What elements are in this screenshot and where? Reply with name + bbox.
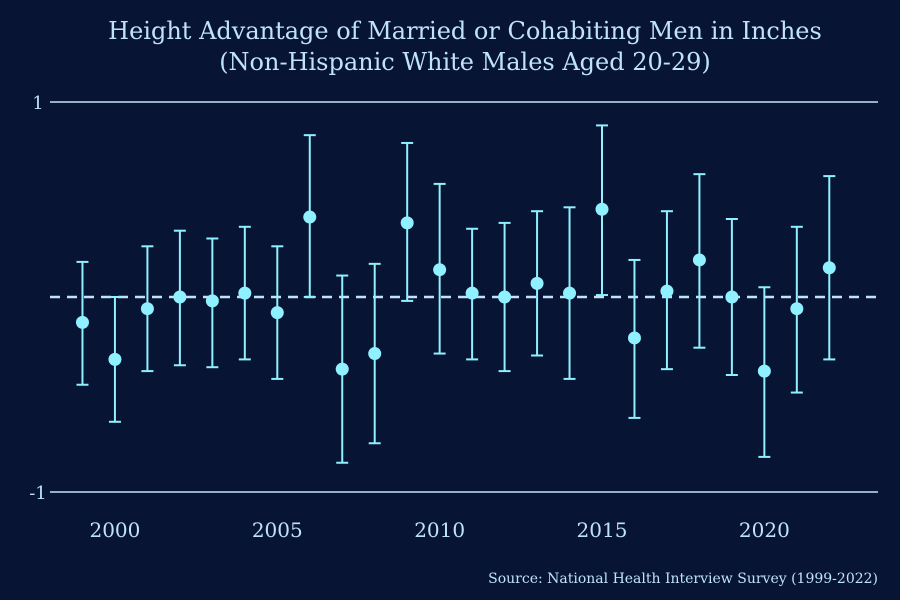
x-tick-label: 2020 <box>739 518 790 542</box>
point-marker <box>400 216 414 230</box>
x-tick-label: 2000 <box>89 518 140 542</box>
data-point-2007 <box>335 274 349 464</box>
point-marker <box>595 202 609 216</box>
x-tick-label: 2010 <box>414 518 465 542</box>
point-marker <box>725 290 739 304</box>
point-marker <box>368 347 382 361</box>
data-point-2015 <box>595 124 609 297</box>
point-marker <box>433 263 447 277</box>
x-axis-ticks: 2000 2005 2010 2015 2020 <box>89 518 789 542</box>
point-marker <box>173 290 187 304</box>
point-marker <box>692 253 706 267</box>
data-point-2010 <box>433 182 447 355</box>
point-marker <box>790 302 804 316</box>
chart-title-line-2: (Non-Hispanic White Males Aged 20-29) <box>219 48 711 76</box>
point-marker <box>205 294 219 308</box>
point-marker <box>465 286 479 300</box>
point-marker <box>498 290 512 304</box>
data-point-2016 <box>627 258 641 419</box>
point-marker <box>75 315 89 329</box>
point-marker <box>335 362 349 376</box>
point-marker <box>757 364 771 378</box>
data-point-2022 <box>822 175 836 361</box>
data-point-2012 <box>498 221 512 373</box>
point-marker <box>530 276 544 290</box>
data-point-2013 <box>530 210 544 357</box>
point-marker <box>108 352 122 366</box>
data-point-2017 <box>660 210 674 371</box>
x-tick-label: 2015 <box>577 518 628 542</box>
y-tick-label: 1 <box>32 93 43 114</box>
data-point-1999 <box>75 260 89 386</box>
data-point-2002 <box>173 229 187 367</box>
data-point-2003 <box>205 237 219 369</box>
data-point-2005 <box>270 245 284 380</box>
point-marker <box>270 306 284 320</box>
point-marker <box>822 261 836 275</box>
x-tick-label: 2005 <box>252 518 303 542</box>
data-point-2011 <box>465 227 479 361</box>
data-point-2009 <box>400 141 414 302</box>
y-axis-ticks: -1 1 <box>29 93 47 504</box>
point-marker <box>627 331 641 345</box>
y-tick-label: -1 <box>29 483 47 504</box>
data-point-2018 <box>692 173 706 349</box>
gridlines <box>50 101 878 493</box>
data-point-2006 <box>303 134 317 298</box>
data-series <box>75 124 836 464</box>
point-marker <box>563 286 577 300</box>
data-point-2000 <box>108 296 122 423</box>
data-point-2008 <box>368 262 382 445</box>
data-point-2019 <box>725 218 739 376</box>
point-marker <box>140 302 154 316</box>
data-point-2021 <box>790 225 804 394</box>
point-marker <box>660 284 674 298</box>
source-note: Source: National Health Interview Survey… <box>488 571 878 587</box>
data-point-2020 <box>757 286 771 458</box>
point-marker <box>303 210 317 224</box>
point-marker <box>238 286 252 300</box>
chart-title-line-1: Height Advantage of Married or Cohabitin… <box>108 17 822 45</box>
data-point-2014 <box>563 206 577 380</box>
data-point-2001 <box>140 245 154 373</box>
data-point-2004 <box>238 225 252 361</box>
